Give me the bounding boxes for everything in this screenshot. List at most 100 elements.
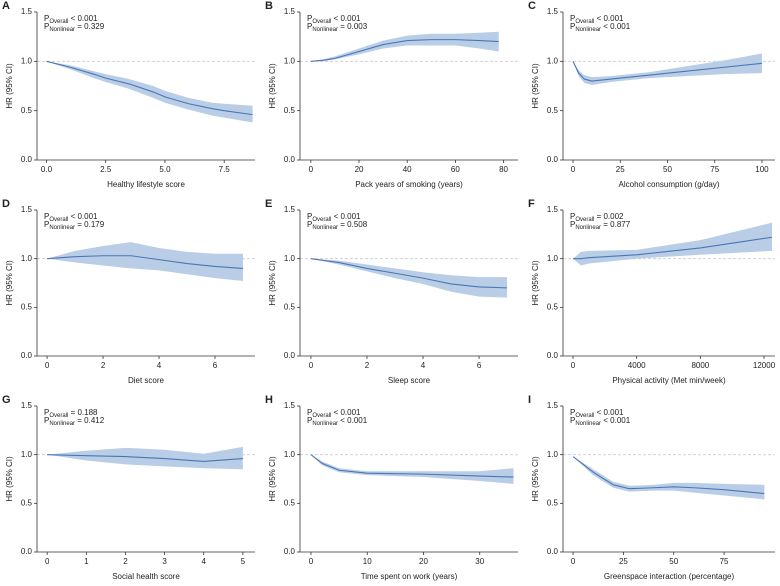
p-text: = 0.002 <box>594 212 624 221</box>
x-axis-label: Sleep score <box>388 376 431 385</box>
p-value-annotation: POverall = 0.188 <box>44 408 98 418</box>
p-subscript: Nonlinear <box>575 225 601 231</box>
x-tick-label: 1 <box>84 557 89 566</box>
x-tick-label: 10 <box>363 557 372 566</box>
y-tick-label: 1.5 <box>547 7 559 16</box>
p-symbol: P <box>44 22 49 31</box>
y-axis-label: HR (95% CI) <box>531 260 540 306</box>
y-tick-label: 0.5 <box>21 106 33 115</box>
x-axis-label: Physical activity (Met min/week) <box>612 376 726 385</box>
p-value-annotation: POverall < 0.001 <box>570 14 624 24</box>
x-tick-label: 50 <box>669 557 678 566</box>
confidence-band <box>47 242 243 282</box>
p-value-annotation: PNonlinear = 0.412 <box>44 416 105 426</box>
p-symbol: P <box>307 220 312 229</box>
x-tick-label: 20 <box>355 165 364 174</box>
p-value-annotation: POverall = 0.002 <box>570 212 624 222</box>
p-symbol: P <box>570 408 575 417</box>
x-tick-label: 25 <box>619 557 628 566</box>
p-subscript: Overall <box>49 19 68 25</box>
confidence-band <box>46 61 253 123</box>
p-symbol: P <box>307 14 312 23</box>
y-tick-label: 1.5 <box>21 7 33 16</box>
x-axis-label: Greenspace interaction (percentage) <box>604 572 735 581</box>
p-symbol: P <box>570 212 575 221</box>
x-tick-label: 25 <box>616 165 625 174</box>
p-text: < 0.001 <box>594 14 624 23</box>
y-tick-label: 1.0 <box>21 56 33 65</box>
p-value-annotation: POverall < 0.001 <box>44 14 98 24</box>
x-tick-label: 75 <box>720 557 729 566</box>
y-tick-label: 0.0 <box>547 351 559 360</box>
p-value-annotation: POverall < 0.001 <box>570 408 624 418</box>
panel-letter: C <box>528 0 536 12</box>
x-axis-label: Diet score <box>128 376 165 385</box>
p-text: = 0.508 <box>338 220 368 229</box>
x-tick-label: 75 <box>710 165 719 174</box>
x-tick-label: 2.5 <box>100 165 112 174</box>
p-subscript: Overall <box>312 413 331 419</box>
panel-letter: B <box>265 0 273 12</box>
x-tick-label: 4 <box>421 361 426 370</box>
hr-line <box>572 456 765 495</box>
p-text: < 0.001 <box>331 14 361 23</box>
x-tick-label: 6 <box>213 361 218 370</box>
p-text: < 0.001 <box>594 408 624 417</box>
confidence-band <box>310 454 514 484</box>
p-subscript: Nonlinear <box>575 27 601 33</box>
y-tick-label: 1.0 <box>547 254 559 263</box>
confidence-band <box>573 53 762 86</box>
x-tick-label: 0 <box>45 361 50 370</box>
y-tick-label: 1.5 <box>547 205 559 214</box>
x-tick-label: 4000 <box>628 361 646 370</box>
p-subscript: Nonlinear <box>49 225 75 231</box>
x-tick-label: 0 <box>45 557 50 566</box>
y-tick-label: 0.5 <box>284 498 296 507</box>
p-subscript: Overall <box>575 217 594 223</box>
x-tick-label: 2 <box>123 557 128 566</box>
y-tick-label: 1.0 <box>21 450 33 459</box>
y-axis-label: HR (95% CI) <box>531 456 540 502</box>
y-tick-label: 1.0 <box>547 450 559 459</box>
p-subscript: Nonlinear <box>575 421 601 427</box>
p-text: = 0.412 <box>75 416 105 425</box>
p-subscript: Nonlinear <box>312 421 338 427</box>
y-tick-label: 0.0 <box>284 547 296 556</box>
p-symbol: P <box>307 408 312 417</box>
x-tick-label: 5 <box>241 557 246 566</box>
x-tick-label: 5.0 <box>159 165 171 174</box>
p-subscript: Overall <box>575 413 594 419</box>
x-tick-label: 0 <box>571 557 576 566</box>
p-text: < 0.001 <box>331 408 361 417</box>
x-tick-label: 8000 <box>691 361 709 370</box>
p-symbol: P <box>307 212 312 221</box>
x-axis-label: Time spent on work (years) <box>361 572 458 581</box>
y-tick-label: 1.0 <box>21 254 33 263</box>
p-subscript: Overall <box>49 413 68 419</box>
x-axis-label: Alcohol consumption (g/day) <box>619 180 720 189</box>
p-symbol: P <box>570 220 575 229</box>
p-symbol: P <box>44 408 49 417</box>
y-axis-label: HR (95% CI) <box>268 260 277 306</box>
p-subscript: Nonlinear <box>49 421 75 427</box>
x-tick-label: 80 <box>499 165 508 174</box>
x-axis-label: Healthy lifestyle score <box>107 180 185 189</box>
x-tick-label: 0 <box>571 361 576 370</box>
x-tick-label: 50 <box>663 165 672 174</box>
p-value-annotation: PNonlinear < 0.001 <box>570 416 631 426</box>
x-tick-label: 0 <box>309 557 314 566</box>
x-tick-label: 2 <box>365 361 370 370</box>
p-subscript: Nonlinear <box>312 225 338 231</box>
y-axis-label: HR (95% CI) <box>268 456 277 502</box>
y-tick-label: 0.5 <box>21 302 33 311</box>
p-value-annotation: PNonlinear < 0.001 <box>570 22 631 32</box>
y-tick-label: 1.0 <box>284 450 296 459</box>
p-text: = 0.179 <box>75 220 105 229</box>
hr-line <box>46 60 253 116</box>
panel-letter: D <box>2 198 10 210</box>
x-tick-label: 40 <box>403 165 412 174</box>
y-axis-label: HR (95% CI) <box>531 63 540 109</box>
panel-letter: A <box>2 0 10 12</box>
p-text: < 0.001 <box>338 416 368 425</box>
confidence-band <box>573 222 772 266</box>
